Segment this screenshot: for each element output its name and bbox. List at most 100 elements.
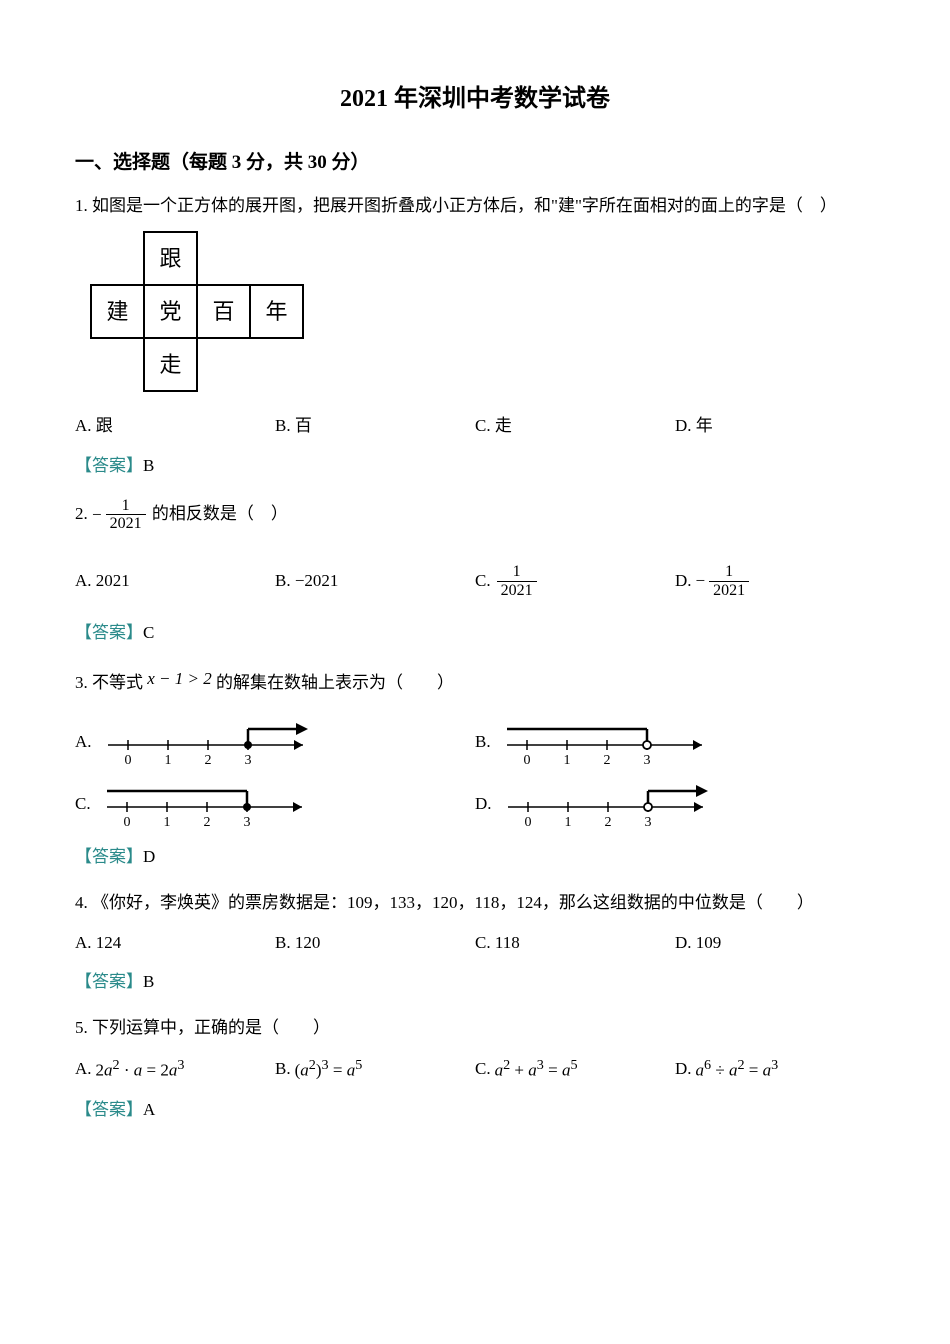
optD-frac: − 1 2021 bbox=[696, 563, 752, 599]
frac-den: 2021 bbox=[709, 581, 749, 600]
optA-label: A. bbox=[75, 728, 92, 755]
q4-optD: D. 109 bbox=[675, 929, 875, 956]
svg-text:1: 1 bbox=[163, 815, 170, 829]
optB-pre: B. bbox=[275, 1055, 291, 1082]
q3-stem: 3. 不等式 x − 1 > 2 的解集在数轴上表示为（ ） bbox=[75, 664, 875, 699]
q5-answer: 【答案】A bbox=[75, 1096, 875, 1123]
q3-optA: A. 0 1 2 3 bbox=[75, 717, 475, 767]
q4-optC: C. 118 bbox=[475, 929, 675, 956]
optC-label: C. bbox=[75, 790, 91, 817]
answer-value: A bbox=[143, 1100, 155, 1119]
answer-bracket: 【答案】 bbox=[75, 972, 143, 991]
q2-optA: A. 2021 bbox=[75, 563, 275, 599]
q3-choices-row1: A. 0 1 2 3 B. 0 1 2 bbox=[75, 717, 875, 767]
frac-den: 2021 bbox=[106, 514, 146, 533]
answer-value: D bbox=[143, 847, 155, 866]
frac-num: 1 bbox=[721, 563, 737, 581]
net-cell: 建 bbox=[91, 285, 144, 338]
numberline-B: 0 1 2 3 bbox=[497, 717, 717, 767]
answer-bracket: 【答案】 bbox=[75, 1100, 143, 1119]
q2-choices: A. 2021 B. −2021 C. 1 2021 D. − 1 2021 bbox=[75, 563, 875, 599]
section-header: 一、选择题（每题 3 分，共 30 分） bbox=[75, 148, 875, 178]
numberline-D: 0 1 2 3 bbox=[498, 779, 718, 829]
answer-value: B bbox=[143, 972, 154, 991]
numberline-A: 0 1 2 3 bbox=[98, 717, 318, 767]
frac-den: 2021 bbox=[497, 581, 537, 600]
frac-num: 1 bbox=[118, 497, 134, 515]
q1-answer: 【答案】B bbox=[75, 452, 875, 479]
optB-expr: (a2)3 = a5 bbox=[295, 1054, 363, 1084]
svg-text:3: 3 bbox=[243, 815, 250, 829]
answer-value: C bbox=[143, 623, 154, 642]
q4-stem: 4. 《你好，李焕英》的票房数据是：109，133，120，118，124，那么… bbox=[75, 888, 875, 919]
q1-optA: A. 跟 bbox=[75, 412, 275, 439]
net-cell: 百 bbox=[197, 285, 250, 338]
exam-title: 2021 年深圳中考数学试卷 bbox=[75, 80, 875, 118]
q1-stem: 1. 如图是一个正方体的展开图，把展开图折叠成小正方体后，和"建"字所在面相对的… bbox=[75, 191, 875, 222]
optB-label: B. bbox=[475, 728, 491, 755]
svg-text:3: 3 bbox=[244, 753, 251, 767]
svg-text:3: 3 bbox=[643, 753, 650, 767]
q3-prefix: 3. 不等式 bbox=[75, 673, 147, 692]
optC-label: C. bbox=[475, 567, 491, 594]
q2-optD: D. − 1 2021 bbox=[675, 563, 875, 599]
svg-text:2: 2 bbox=[203, 815, 210, 829]
q5-choices: A. 2a2 · a = 2a3 B. (a2)3 = a5 C. a2 + a… bbox=[75, 1054, 875, 1084]
q2-answer: 【答案】C bbox=[75, 619, 875, 646]
q3-optC: C. 0 1 2 3 bbox=[75, 779, 475, 829]
svg-text:0: 0 bbox=[524, 815, 531, 829]
q1-cube-net: 跟 建 党 百 年 走 bbox=[90, 231, 875, 392]
q1-optC: C. 走 bbox=[475, 412, 675, 439]
optC-expr: a2 + a3 = a5 bbox=[495, 1054, 578, 1084]
q1-choices: A. 跟 B. 百 C. 走 D. 年 bbox=[75, 412, 875, 439]
minus-sign: − bbox=[696, 567, 706, 594]
optC-frac: 1 2021 bbox=[497, 563, 537, 599]
optC-pre: C. bbox=[475, 1055, 491, 1082]
answer-bracket: 【答案】 bbox=[75, 847, 143, 866]
numberline-C: 0 1 2 3 bbox=[97, 779, 317, 829]
optD-label: D. bbox=[675, 567, 692, 594]
net-cell: 党 bbox=[144, 285, 197, 338]
answer-bracket: 【答案】 bbox=[75, 456, 143, 475]
q5-stem: 5. 下列运算中，正确的是（ ） bbox=[75, 1013, 875, 1044]
answer-bracket: 【答案】 bbox=[75, 623, 143, 642]
q2-suffix: 的相反数是（ ） bbox=[152, 504, 288, 523]
q4-choices: A. 124 B. 120 C. 118 D. 109 bbox=[75, 929, 875, 956]
svg-text:0: 0 bbox=[123, 815, 130, 829]
frac-num: 1 bbox=[509, 563, 525, 581]
q5-optD: D. a6 ÷ a2 = a3 bbox=[675, 1054, 875, 1084]
q3-suffix: 的解集在数轴上表示为（ ） bbox=[216, 673, 454, 692]
q5-optB: B. (a2)3 = a5 bbox=[275, 1054, 475, 1084]
net-cell: 跟 bbox=[144, 232, 197, 285]
svg-text:1: 1 bbox=[564, 815, 571, 829]
q2-fraction: − 1 2021 bbox=[92, 497, 148, 533]
q2-optB: B. −2021 bbox=[275, 563, 475, 599]
q4-answer: 【答案】B bbox=[75, 968, 875, 995]
optD-expr: a6 ÷ a2 = a3 bbox=[696, 1054, 779, 1084]
svg-text:2: 2 bbox=[604, 815, 611, 829]
q2-stem: 2. − 1 2021 的相反数是（ ） bbox=[75, 497, 875, 533]
q2-optC: C. 1 2021 bbox=[475, 563, 675, 599]
net-cell: 年 bbox=[250, 285, 303, 338]
svg-text:2: 2 bbox=[204, 753, 211, 767]
net-cell: 走 bbox=[144, 338, 197, 391]
svg-text:0: 0 bbox=[523, 753, 530, 767]
optA-expr: 2a2 · a = 2a3 bbox=[96, 1054, 185, 1084]
svg-text:0: 0 bbox=[124, 753, 131, 767]
q3-optB: B. 0 1 2 3 bbox=[475, 717, 875, 767]
svg-text:2: 2 bbox=[603, 753, 610, 767]
svg-text:1: 1 bbox=[164, 753, 171, 767]
q3-answer: 【答案】D bbox=[75, 843, 875, 870]
q5-optC: C. a2 + a3 = a5 bbox=[475, 1054, 675, 1084]
optD-pre: D. bbox=[675, 1055, 692, 1082]
svg-text:1: 1 bbox=[563, 753, 570, 767]
answer-value: B bbox=[143, 456, 154, 475]
q3-optD: D. 0 1 2 3 bbox=[475, 779, 875, 829]
q1-optB: B. 百 bbox=[275, 412, 475, 439]
q3-expr: x − 1 > 2 bbox=[147, 669, 212, 688]
q2-prefix: 2. bbox=[75, 504, 92, 523]
optA-pre: A. bbox=[75, 1055, 92, 1082]
q3-choices-row2: C. 0 1 2 3 D. 0 1 2 3 bbox=[75, 779, 875, 829]
q4-optB: B. 120 bbox=[275, 929, 475, 956]
minus-sign: − bbox=[92, 500, 102, 531]
